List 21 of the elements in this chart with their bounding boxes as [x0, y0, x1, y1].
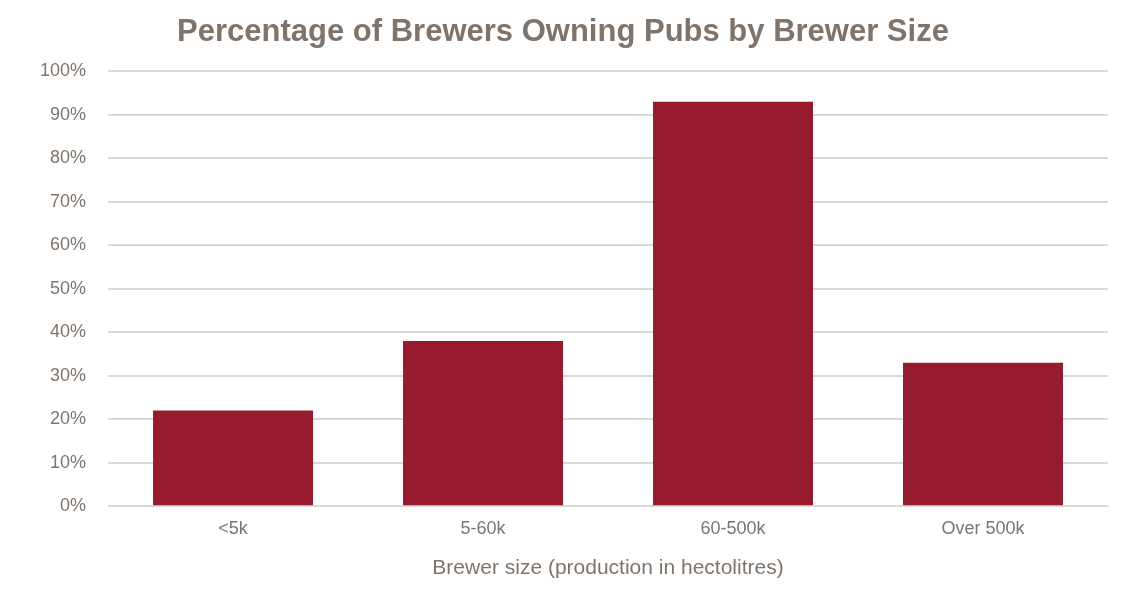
- bar: [903, 362, 1063, 506]
- y-tick-label: 60%: [50, 234, 87, 255]
- y-tick-label: 10%: [50, 451, 87, 472]
- y-tick-label: 40%: [50, 321, 87, 342]
- x-tick-label: 5-60k: [460, 517, 507, 538]
- bar: [403, 340, 564, 506]
- y-tick-label: 100%: [39, 60, 87, 81]
- x-tick-label: 60-500k: [700, 517, 767, 538]
- chart-title: Percentage of Brewers Owning Pubs by Brewer Size: [177, 13, 949, 49]
- bar: [653, 101, 814, 506]
- x-tick-label: Over 500k: [941, 517, 1026, 538]
- x-axis-title: Brewer size (production in hectolitres): [432, 555, 784, 579]
- y-tick-label: 50%: [50, 277, 87, 298]
- y-tick-label: 20%: [50, 408, 87, 429]
- y-tick-label: 30%: [50, 364, 87, 385]
- bar: [153, 410, 314, 506]
- y-tick-label: 80%: [50, 147, 87, 168]
- y-tick-label: 0%: [60, 495, 87, 516]
- x-tick-label: <5k: [218, 517, 249, 538]
- y-tick-label: 90%: [50, 103, 87, 124]
- y-tick-label: 70%: [50, 190, 87, 211]
